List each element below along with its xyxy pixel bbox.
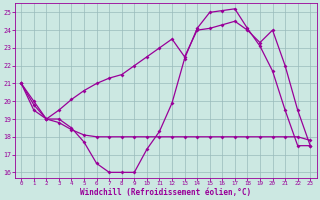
X-axis label: Windchill (Refroidissement éolien,°C): Windchill (Refroidissement éolien,°C) (80, 188, 251, 197)
